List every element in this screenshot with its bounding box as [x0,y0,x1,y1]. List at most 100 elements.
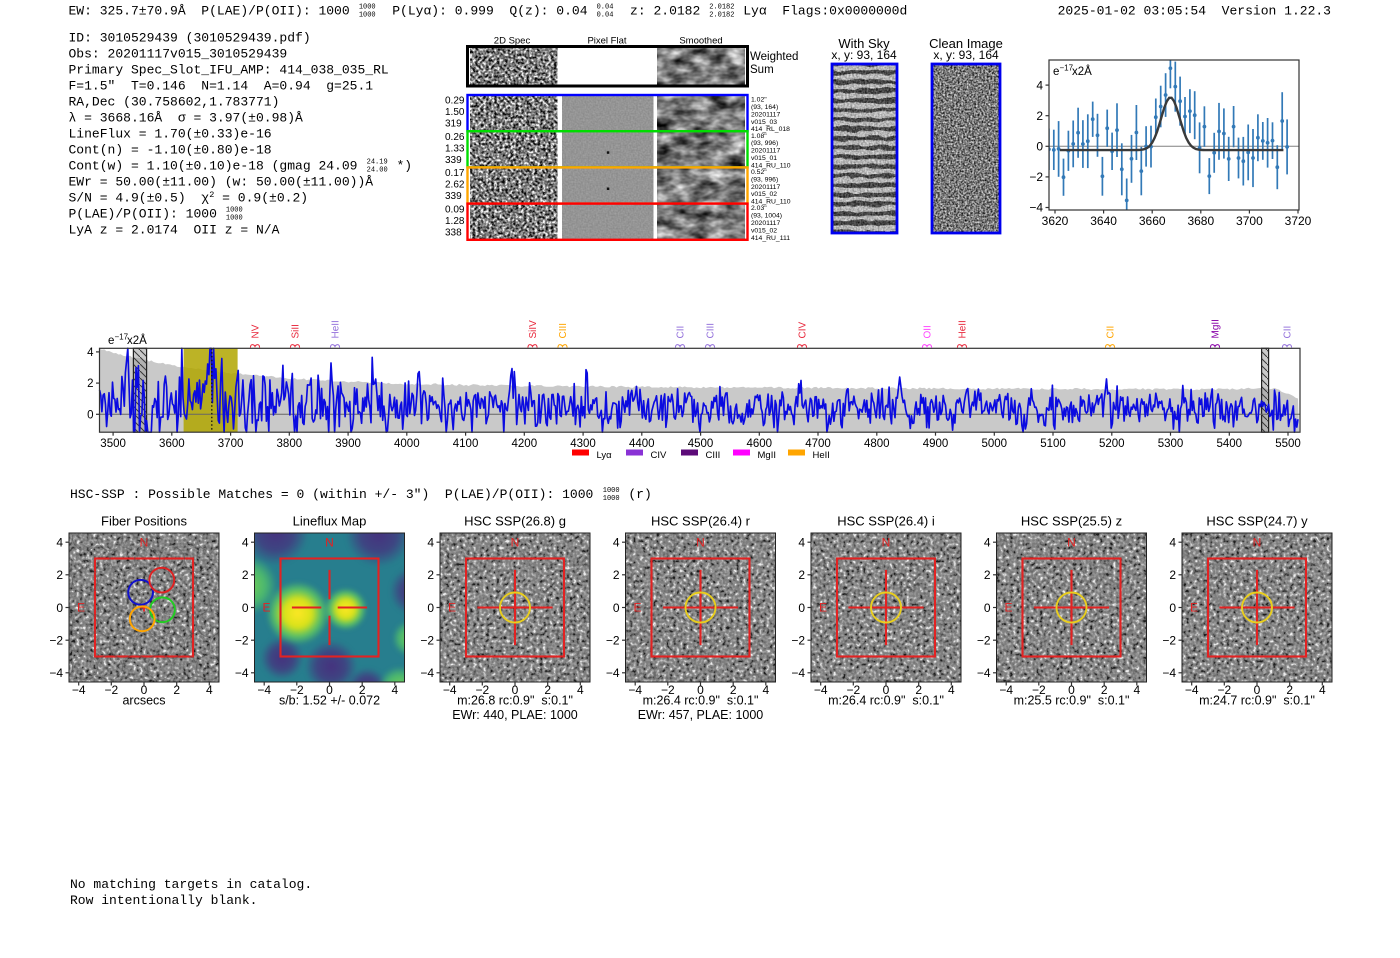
svg-text:4: 4 [87,347,94,359]
svg-text:−2: −2 [420,633,434,647]
svg-text:v015_02: v015_02 [751,227,777,234]
svg-text:414_RL_018: 414_RL_018 [751,126,790,133]
svg-text:1.02": 1.02" [751,97,767,104]
svg-text:x, y: 93, 164: x, y: 93, 164 [831,48,897,62]
svg-text:−4: −4 [72,683,86,697]
svg-text:Pixel Flat: Pixel Flat [587,36,626,47]
svg-text:0.17: 0.17 [445,168,465,179]
svg-text:0: 0 [56,601,63,615]
svg-text:5100: 5100 [1040,438,1066,450]
svg-text:CIV: CIV [651,450,668,461]
svg-text:EWr = 50.00(±11.00) (w: 50.00(: EWr = 50.00(±11.00) (w: 50.00(±11.00))Å [69,175,374,190]
svg-text:−2: −2 [1029,170,1043,184]
svg-text:4: 4 [1319,683,1326,697]
svg-text:(93, 1004): (93, 1004) [751,213,782,220]
svg-text:3640: 3640 [1090,214,1117,228]
svg-text:2: 2 [544,683,551,697]
svg-text:−2: −2 [290,683,304,697]
svg-text:2: 2 [613,568,620,582]
svg-text:S/N = 4.9(±0.5) χ: S/N = 4.9(±0.5) χ [69,191,210,206]
svg-text:−2: −2 [1032,683,1046,697]
svg-text:2.62: 2.62 [445,180,465,191]
svg-text:E: E [77,601,85,615]
svg-text:v015_01: v015_01 [751,155,777,162]
svg-text:339: 339 [445,155,462,166]
svg-text:HSC SSP(26.4) r: HSC SSP(26.4) r [651,514,751,529]
svg-text:0: 0 [427,601,434,615]
svg-text:−4: −4 [606,666,620,680]
svg-text:2: 2 [984,568,991,582]
svg-text:SiIV: SiIV [528,320,539,339]
svg-text:OII: OII [923,325,934,338]
svg-text:x2Å: x2Å [1072,65,1092,78]
svg-text:2: 2 [1036,109,1043,123]
svg-text:5000: 5000 [981,438,1007,450]
svg-text:−4: −4 [1029,201,1043,215]
svg-text:0: 0 [87,409,93,421]
svg-text:Lyα: Lyα [597,450,613,461]
svg-text:1.28: 1.28 [445,216,465,227]
svg-text:1000: 1000 [359,12,376,20]
svg-text:4100: 4100 [453,438,479,450]
svg-text:2: 2 [87,378,93,390]
svg-text:−2: −2 [661,683,675,697]
svg-text:(93, 996): (93, 996) [751,176,778,183]
svg-text:CIII: CIII [706,450,721,461]
svg-text:1.33: 1.33 [445,143,465,154]
svg-text:x2Å: x2Å [127,334,147,347]
svg-text:NV: NV [251,324,262,338]
svg-text:0: 0 [1068,683,1075,697]
svg-text:0: 0 [1254,683,1261,697]
svg-text:3680: 3680 [1187,214,1214,228]
svg-text:0: 0 [984,601,991,615]
svg-text:2: 2 [56,568,63,582]
svg-text:−4: −4 [1185,683,1199,697]
svg-text:1000: 1000 [226,215,243,223]
svg-text:−2: −2 [791,633,805,647]
svg-text:24.19: 24.19 [367,159,388,167]
svg-text:0: 0 [697,683,704,697]
svg-text:339: 339 [445,191,462,202]
svg-text:20201117: 20201117 [751,220,780,227]
svg-text:−2: −2 [1217,683,1231,697]
svg-text:1000: 1000 [359,4,376,12]
svg-text:3500: 3500 [100,438,126,450]
svg-text:3720: 3720 [1285,214,1312,228]
svg-text:HSC SSP(25.5) z: HSC SSP(25.5) z [1021,514,1122,529]
svg-text:4000: 4000 [394,438,420,450]
svg-text:HSC SSP(26.8) g: HSC SSP(26.8) g [464,514,566,529]
svg-text:−4: −4 [1162,666,1176,680]
svg-text:Smoothed: Smoothed [679,36,722,47]
svg-text:4: 4 [798,535,805,549]
svg-text:319: 319 [445,119,462,130]
svg-text:(93, 996): (93, 996) [751,140,778,147]
svg-text:1.08": 1.08" [751,133,767,140]
svg-text:MgII: MgII [1211,319,1222,338]
svg-text:0.26: 0.26 [445,132,465,143]
svg-text:1.50: 1.50 [445,107,465,118]
svg-text:4600: 4600 [746,438,772,450]
svg-text:2: 2 [915,683,922,697]
svg-text:4700: 4700 [805,438,831,450]
svg-text:3700: 3700 [218,438,244,450]
svg-text:0: 0 [512,683,519,697]
svg-text:5300: 5300 [1158,438,1184,450]
svg-text:−17: −17 [1060,64,1074,73]
svg-text:4: 4 [56,535,63,549]
svg-text:Primary Spec_Slot_IFU_AMP: 414: Primary Spec_Slot_IFU_AMP: 414_038_035_R… [69,63,389,78]
svg-text:20201117: 20201117 [751,148,780,155]
svg-text:−4: −4 [420,666,434,680]
svg-text:4: 4 [984,535,991,549]
svg-text:N: N [696,536,705,550]
svg-text:With Sky: With Sky [838,36,890,51]
svg-text:m:26.8 rc:0.9" s:0.1": m:26.8 rc:0.9" s:0.1" [457,694,573,708]
svg-text:N: N [511,536,520,550]
svg-text:Fiber Positions: Fiber Positions [101,514,187,529]
svg-text:m:25.5 rc:0.9" s:0.1": m:25.5 rc:0.9" s:0.1" [1014,694,1130,708]
svg-text:Cont(n) = -1.10(±0.80)e-18: Cont(n) = -1.10(±0.80)e-18 [69,143,272,158]
svg-text:arcsecs: arcsecs [122,694,165,708]
svg-text:0: 0 [798,601,805,615]
svg-text:20201117: 20201117 [751,111,780,118]
svg-text:1000: 1000 [603,495,620,503]
svg-text:4: 4 [242,535,249,549]
